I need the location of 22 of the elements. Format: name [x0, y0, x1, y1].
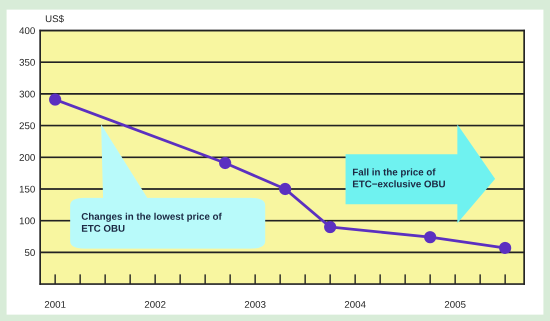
- x-tick-label: 2001: [44, 301, 66, 308]
- annotation: Changes in the lowest price of ETC OBU: [82, 212, 222, 232]
- point: [424, 231, 436, 244]
- point: [499, 242, 512, 254]
- y-axis-title: US$: [46, 14, 64, 23]
- y-tick-label: 100: [20, 217, 35, 224]
- point: [219, 156, 232, 170]
- y-tick-label: 250: [20, 122, 35, 130]
- y-tick-label: 300: [19, 90, 35, 98]
- x-tick-label: 2003: [244, 301, 266, 308]
- y-tick-label: 200: [20, 154, 35, 161]
- point: [49, 94, 62, 106]
- y-tick-label: 350: [19, 58, 35, 66]
- y-tick-label: 150: [20, 186, 35, 193]
- x-tick-label: 2002: [144, 301, 166, 308]
- point: [324, 220, 336, 234]
- x-tick-label: 2005: [444, 301, 466, 308]
- point: [279, 182, 292, 196]
- x-tick-label: 2004: [344, 301, 366, 308]
- annotation: Fall in the price of ETC−exclusive OBU: [352, 168, 445, 188]
- y-tick-label: 50: [24, 249, 35, 256]
- y-tick-label: 400: [19, 27, 35, 34]
